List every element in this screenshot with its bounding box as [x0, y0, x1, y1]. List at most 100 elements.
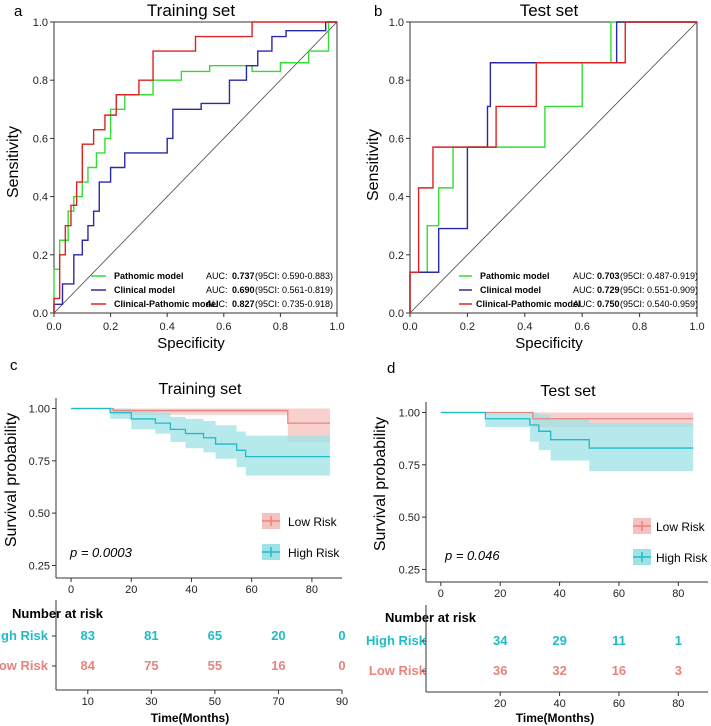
panel-a-roc-training: a Training set Specificity Sensitivity 0…: [5, 1, 345, 352]
panel-b-auc-pathomic: 0.703: [597, 271, 620, 281]
panel-c-ci-band-high-risk: [71, 408, 330, 476]
panel-a-x-tick-label: 0.6: [216, 321, 231, 333]
panel-b-y-tick-label: 0.0: [389, 308, 404, 320]
panel-c-risk-low-risk-value: 55: [208, 658, 222, 673]
panel-c-x-tick-label: 0: [68, 584, 74, 596]
panel-c-legend-low-risk: Low Risk: [288, 515, 338, 529]
panel-d-risk-label-high: High Risk: [366, 633, 427, 648]
panel-b-legend-pathomic: Pathomic model: [480, 271, 550, 281]
panel-b-x-tick-label: 0.4: [517, 321, 532, 333]
panel-b-legend-clinical-pathomic: Clinical-Pathomic model: [476, 299, 581, 309]
panel-a-ci-clinical-pathomic: (95CI: 0.735-0.918): [255, 299, 333, 309]
panel-a-y-tick-label: 0.0: [33, 308, 48, 320]
panel-d-risk-low-risk-value: 3: [675, 663, 682, 678]
panel-a-plot-frame: [53, 21, 338, 314]
panel-b-y-tick-label: 0.4: [389, 192, 404, 204]
panel-d-x-tick-label: 40: [553, 588, 565, 600]
panel-d-risk-high-risk-value: 34: [493, 633, 508, 648]
panel-a-curve-pathomic-model: [53, 21, 337, 313]
panel-d-x-tick-label: 0: [438, 588, 444, 600]
panel-a-legend-clinical: Clinical model: [114, 285, 175, 295]
panel-a-y-label: Sensitivity: [5, 126, 22, 198]
panel-b-y-tick-label: 0.8: [389, 75, 404, 87]
panel-b-auc-clinical: 0.729: [597, 285, 620, 295]
panel-a-auc-clinical-pathomic: 0.827: [232, 299, 255, 309]
panel-b-reference-diagonal: [409, 21, 698, 314]
panel-b-curve-clinical-pathomic-model: [409, 21, 697, 313]
panel-c-risk-low-risk-value: 75: [144, 658, 158, 673]
panel-a-auc-clinical: 0.690: [232, 285, 255, 295]
panel-a-y-tick-label: 1.0: [33, 17, 48, 29]
panel-b-y-tick-label: 0.2: [389, 250, 404, 262]
panel-d-risk-table-title: Number at risk: [385, 610, 477, 625]
panel-c-risk-high-risk-value: 20: [271, 628, 285, 643]
panel-b-auc-label-clinical-pathomic: AUC:: [573, 299, 595, 309]
panel-c-x-tick-label: 40: [185, 584, 197, 596]
panel-a-legend-pathomic: Pathomic model: [114, 271, 184, 281]
panel-b-ci-pathomic: (95CI: 0.487-0.919): [620, 271, 698, 281]
panel-b-title: Test set: [520, 1, 579, 20]
panel-b-x-tick-label: 0.6: [575, 321, 590, 333]
panel-c-x-label: Time(Months): [151, 711, 229, 725]
panel-c-x-tick-label: 60: [246, 584, 258, 596]
panel-c-risk-low-risk-value: 0: [338, 658, 345, 673]
panel-b-x-label: Specificity: [515, 335, 583, 352]
panel-a-auc-label-pathomic: AUC:: [206, 271, 228, 281]
panel-a-y-tick-label: 0.4: [33, 192, 48, 204]
panel-d-risk-high-risk-value: 1: [675, 633, 682, 648]
panel-b-y-label: Sensitivity: [365, 129, 382, 201]
panel-c-label: c: [10, 357, 18, 374]
panel-d-y-tick-label: 0.75: [399, 460, 420, 472]
panel-c-risk-x-tick-label: 10: [82, 696, 94, 708]
panel-a-label: a: [14, 3, 23, 20]
panel-c-curve-high-risk: [71, 407, 330, 458]
panel-d-title: Test set: [540, 383, 596, 400]
panel-b-x-tick-label: 0.0: [402, 321, 417, 333]
panel-b-label: b: [374, 3, 382, 20]
panel-d-risk-low-risk-value: 32: [552, 663, 566, 678]
panel-a-legend-clinical-pathomic: Clinical-Pathomic model: [114, 299, 219, 309]
panel-b-y-tick-label: 1.0: [389, 17, 404, 29]
panel-a-x-label: Specificity: [157, 335, 225, 352]
panel-b-y-tick-label: 0.6: [389, 133, 404, 145]
panel-d-y-tick-label: 1.00: [399, 407, 420, 419]
panel-d-ci-band-high-risk: [440, 412, 694, 472]
panel-c-y-label: Survival probability: [3, 413, 20, 547]
panel-c-risk-label-high: High Risk: [0, 628, 49, 643]
panel-b-x-tick-label: 0.2: [460, 321, 475, 333]
panel-c-risk-x-tick-label: 30: [145, 696, 157, 708]
panel-d-risk-low-risk-value: 36: [493, 663, 507, 678]
panel-c-risk-x-tick-label: 70: [272, 696, 284, 708]
panel-a-curve-clinical-pathomic-model: [53, 21, 337, 313]
panel-c-risk-label-low: Low Risk: [0, 658, 49, 673]
panel-a-x-tick-label: 0.2: [103, 321, 118, 333]
panel-a-ci-pathomic: (95CI: 0.590-0.883): [255, 271, 333, 281]
panel-a-reference-diagonal: [53, 21, 338, 314]
panel-d-risk-x-tick-label: 60: [613, 698, 625, 710]
panel-b-plot-frame: [409, 21, 698, 314]
panel-c-x-tick-label: 20: [125, 584, 137, 596]
panel-c-risk-low-risk-value: 16: [271, 658, 285, 673]
panel-a-curve-clinical-model: [53, 21, 337, 313]
panel-b-x-tick-label: 1.0: [689, 321, 704, 333]
panel-b-legend-clinical: Clinical model: [480, 285, 541, 295]
panel-c-risk-high-risk-value: 81: [144, 628, 158, 643]
panel-c-title: Training set: [159, 381, 243, 398]
panel-b-auc-label-pathomic: AUC:: [573, 271, 595, 281]
panel-b-roc-test: b Test set Specificity Sensitivity 0.0 0.…: [365, 1, 705, 352]
panel-d-km-test: d Test set Survival probability p = 0.04…: [366, 360, 708, 725]
panel-d-risk-high-risk-value: 29: [552, 633, 566, 648]
panel-d-y-tick-label: 0.25: [399, 564, 420, 576]
panel-d-y-label: Survival probability: [372, 417, 389, 551]
panel-c-risk-x-tick-label: 50: [209, 696, 221, 708]
panel-a-y-tick-label: 0.2: [33, 250, 48, 262]
panel-a-title: Training set: [147, 1, 235, 20]
panel-b-x-tick-label: 0.8: [632, 321, 647, 333]
panel-c-risk-high-risk-value: 0: [338, 628, 345, 643]
panel-d-curve-low-risk: [440, 411, 694, 420]
panel-a-x-tick-label: 0.8: [273, 321, 288, 333]
panel-c-risk-table-title: Number at risk: [12, 606, 104, 621]
panel-d-y-tick-label: 0.50: [399, 512, 420, 524]
panel-a-ci-clinical: (95CI: 0.561-0.819): [255, 285, 333, 295]
